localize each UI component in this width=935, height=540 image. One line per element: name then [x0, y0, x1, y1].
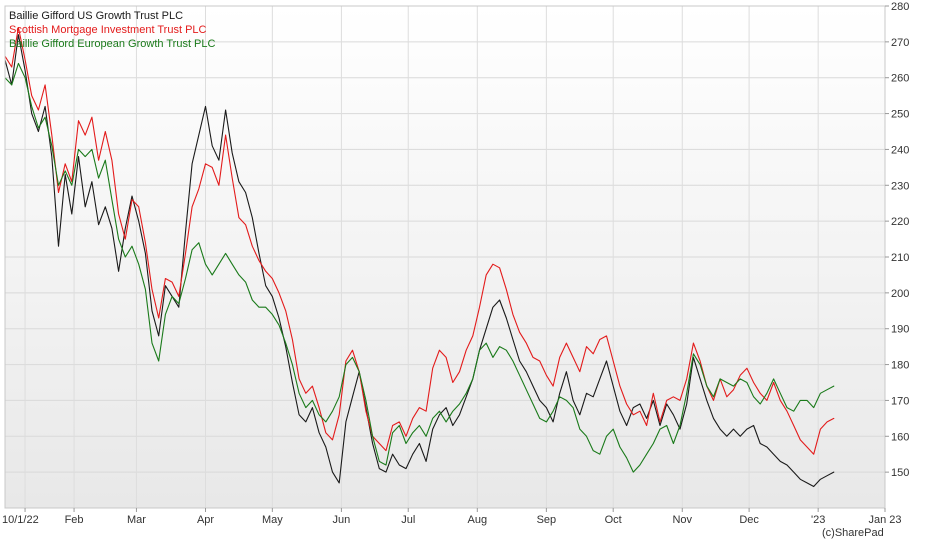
- x-tick-label: May: [262, 514, 283, 526]
- series-line-2: [5, 62, 835, 473]
- x-tick-label: '23: [811, 514, 825, 526]
- y-tick-label: 280: [891, 1, 909, 13]
- series-line-1: [5, 26, 835, 455]
- x-tick-label: Jun: [333, 514, 351, 526]
- y-tick-label: 150: [891, 467, 909, 479]
- credit-label: (c)SharePad: [822, 527, 884, 539]
- series-lines: [5, 26, 835, 488]
- y-tick-label: 200: [891, 288, 909, 300]
- x-tick-label: Mar: [127, 514, 146, 526]
- y-tick-label: 270: [891, 37, 909, 49]
- y-tick-label: 180: [891, 360, 909, 372]
- x-tick-label: Jul: [401, 514, 415, 526]
- y-tick-label: 160: [891, 431, 909, 443]
- x-tick-label: Dec: [739, 514, 759, 526]
- y-tick-label: 230: [891, 180, 909, 192]
- legend-entry-us-growth: Baillie Gifford US Growth Trust PLC: [9, 10, 183, 22]
- y-tick-label: 190: [891, 324, 909, 336]
- series-line-0: [5, 34, 835, 488]
- x-tick-label: Jan 23: [868, 514, 901, 526]
- y-tick-label: 220: [891, 216, 909, 228]
- y-axis: 280 270 260 250 240 230 220 210 200 190 180 170 160 1…: [885, 1, 909, 479]
- x-tick-label: Apr: [197, 514, 214, 526]
- y-tick-label: 210: [891, 252, 909, 264]
- x-tick-label: Oct: [605, 514, 622, 526]
- x-tick-label: Feb: [65, 514, 84, 526]
- y-tick-label: 250: [891, 109, 909, 121]
- grid-lines: [5, 5, 885, 508]
- y-tick-label: 240: [891, 144, 909, 156]
- legend: Baillie Gifford US Growth Trust PLC Scot…: [9, 10, 216, 50]
- x-tick-label: Nov: [672, 514, 692, 526]
- legend-entry-scottish-mortgage: Scottish Mortgage Investment Trust PLC: [9, 24, 207, 36]
- y-tick-label: 260: [891, 73, 909, 85]
- x-tick-label: 10/1/22: [2, 514, 39, 526]
- legend-entry-european-growth: Baillie Gifford European Growth Trust PL…: [9, 38, 216, 50]
- x-axis: 10/1/22 Feb Mar Apr May Jun Jul Aug Sep Oct Nov Dec…: [2, 508, 902, 526]
- x-tick-label: Sep: [537, 514, 557, 526]
- y-tick-label: 170: [891, 395, 909, 407]
- x-tick-label: Aug: [468, 514, 488, 526]
